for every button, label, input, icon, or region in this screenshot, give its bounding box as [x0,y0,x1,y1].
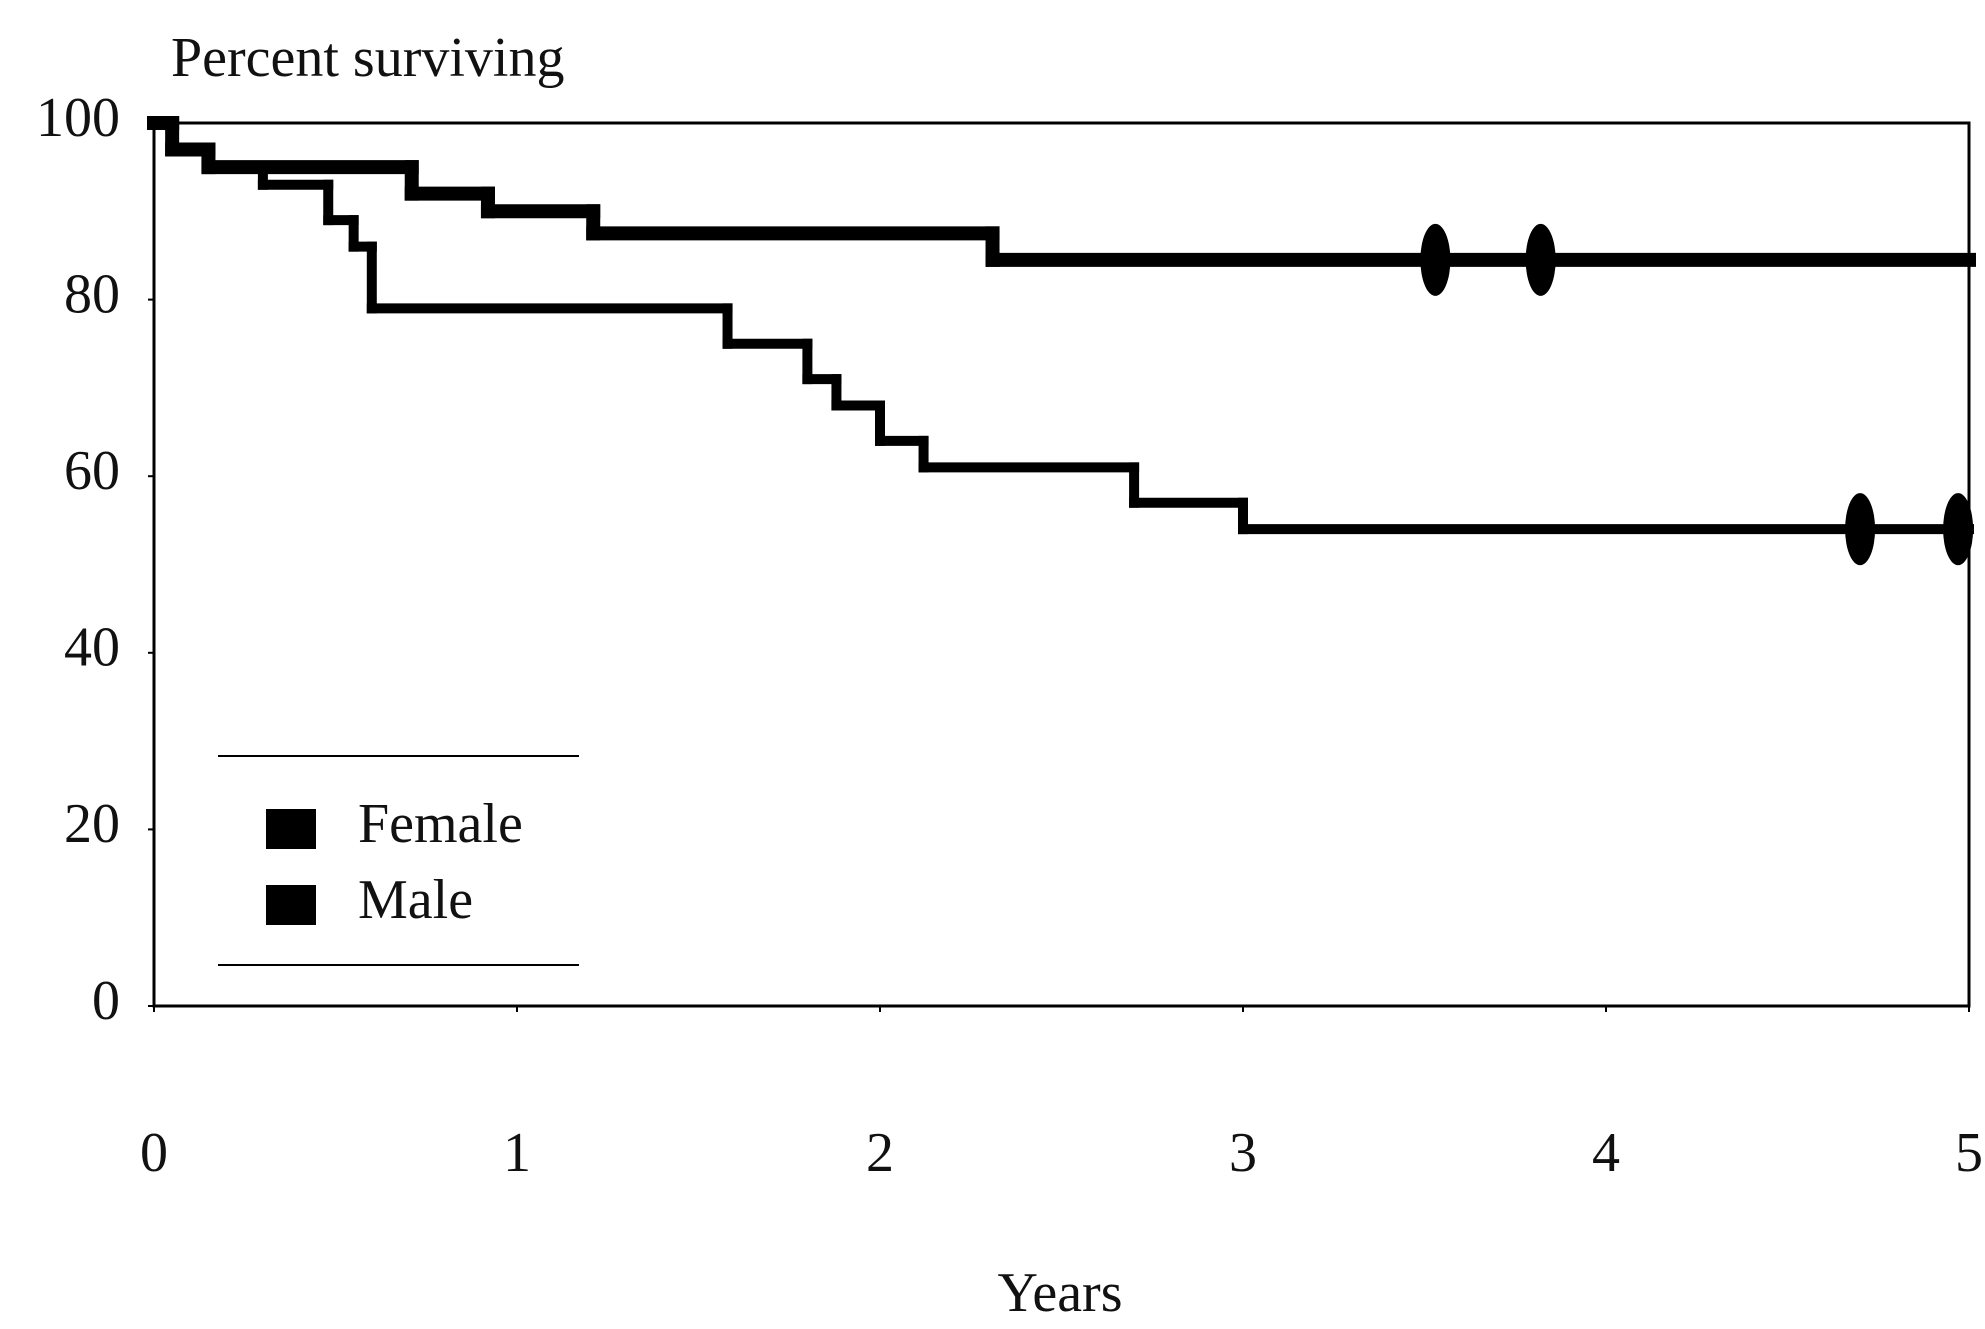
legend-marker [266,809,316,849]
legend-label: Female [358,793,523,855]
censor-mark [1845,493,1876,566]
y-tick-label: 40 [64,617,120,679]
plot-frame [152,121,1971,1008]
x-tick-label: 3 [1229,1122,1257,1184]
censor-mark [1943,493,1974,566]
x-axis-label: Years [998,1262,1123,1324]
censor-mark [1525,223,1556,296]
y-tick-label: 60 [64,440,120,502]
x-tick-label: 1 [503,1122,531,1184]
y-axis-label: Percent surviving [171,27,564,89]
legend-label: Male [358,869,473,931]
x-tick-label: 4 [1592,1122,1620,1184]
x-tick-label: 0 [140,1122,168,1184]
y-tick-label: 80 [64,263,120,325]
censor-mark [1420,223,1451,296]
x-tick-label: 5 [1955,1122,1983,1184]
x-tick-label: 2 [866,1122,894,1184]
y-tick-label: 20 [64,793,120,855]
legend-marker [266,885,316,925]
y-tick-label: 100 [36,87,120,149]
y-tick-label: 0 [92,970,120,1032]
